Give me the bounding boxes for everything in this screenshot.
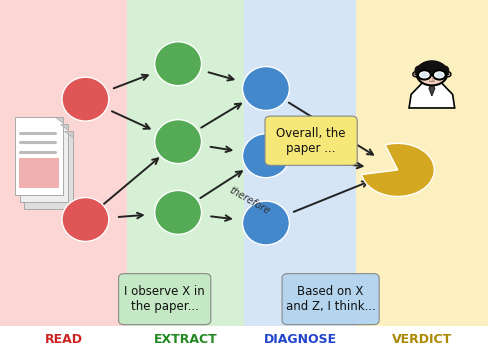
Polygon shape [55, 117, 63, 123]
Bar [244, 0, 356, 326]
Ellipse shape [441, 65, 449, 75]
FancyBboxPatch shape [282, 274, 379, 325]
Ellipse shape [155, 42, 202, 86]
Wedge shape [362, 143, 434, 196]
FancyBboxPatch shape [265, 116, 357, 165]
Bar [427, 79, 436, 83]
Text: therefore: therefore [227, 184, 271, 216]
Ellipse shape [62, 77, 109, 121]
Ellipse shape [446, 72, 451, 77]
Bar [356, 0, 488, 326]
Text: Overall, the
paper ...: Overall, the paper ... [276, 127, 346, 155]
Text: DIAGNOSE: DIAGNOSE [264, 333, 337, 346]
Bar [0, 0, 127, 326]
Ellipse shape [243, 67, 289, 110]
Circle shape [418, 70, 431, 80]
Bar [24, 131, 73, 209]
Circle shape [436, 72, 443, 78]
Text: READ: READ [44, 333, 82, 346]
Bar [15, 117, 63, 195]
Ellipse shape [62, 198, 109, 241]
Polygon shape [429, 81, 435, 96]
Polygon shape [60, 124, 68, 130]
Wedge shape [416, 62, 447, 73]
Ellipse shape [155, 190, 202, 234]
Text: I observe X in
the paper...: I observe X in the paper... [124, 285, 205, 313]
Ellipse shape [243, 201, 289, 245]
Ellipse shape [416, 61, 447, 85]
Ellipse shape [155, 120, 202, 164]
Text: EXTRACT: EXTRACT [154, 333, 217, 346]
Bar [20, 124, 68, 202]
Bar [127, 0, 244, 326]
Polygon shape [409, 79, 455, 108]
Ellipse shape [243, 134, 289, 178]
Circle shape [433, 70, 446, 80]
Text: Based on X
and Z, I think...: Based on X and Z, I think... [285, 285, 376, 313]
Circle shape [421, 72, 428, 78]
Polygon shape [64, 131, 73, 137]
Ellipse shape [414, 65, 423, 75]
Bar [19, 158, 59, 188]
Ellipse shape [413, 72, 418, 77]
FancyBboxPatch shape [119, 274, 211, 325]
Text: VERDICT: VERDICT [392, 333, 452, 346]
